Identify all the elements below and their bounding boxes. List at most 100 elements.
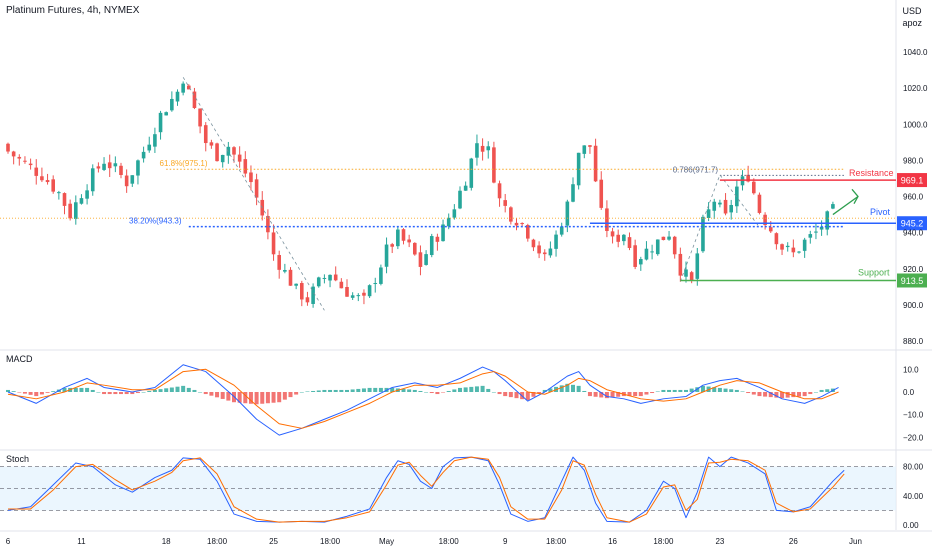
macd-histogram-bar xyxy=(587,392,592,397)
candle-body xyxy=(266,216,270,233)
macd-histogram-bar xyxy=(435,392,440,395)
candle-body xyxy=(220,154,225,163)
macd-histogram-bar xyxy=(299,392,304,393)
candle-body xyxy=(74,202,78,219)
candle-body xyxy=(802,239,807,251)
candle-body xyxy=(187,85,191,90)
macd-title: MACD xyxy=(6,354,33,364)
macd-histogram-bar xyxy=(418,390,423,392)
candle-body xyxy=(130,175,135,184)
macd-histogram-bar xyxy=(243,392,248,404)
macd-histogram-bar xyxy=(672,389,677,392)
macd-histogram-bar xyxy=(734,389,739,392)
macd-histogram-bar xyxy=(746,392,751,394)
candle-body xyxy=(90,168,95,192)
macd-histogram-bar xyxy=(175,386,180,392)
candle-body xyxy=(616,234,620,242)
candle-body xyxy=(593,145,598,182)
macd-histogram-bar xyxy=(610,392,615,398)
fib-786-label: 0.786(971.7) xyxy=(673,165,719,174)
macd-histogram-bar xyxy=(333,389,338,392)
candle-body xyxy=(328,274,332,281)
macd-histogram-bar xyxy=(328,389,333,392)
candle-body xyxy=(509,207,513,222)
candle-body xyxy=(825,211,830,230)
candle-body xyxy=(413,242,417,255)
macd-histogram-bar xyxy=(424,392,429,393)
macd-histogram-bar xyxy=(141,392,146,393)
candle-body xyxy=(175,91,180,102)
macd-histogram-bar xyxy=(791,392,796,398)
price-tick-label: 1020.0 xyxy=(903,84,928,93)
macd-histogram-bar xyxy=(474,386,479,392)
macd-histogram-bar xyxy=(73,387,78,392)
candle-body xyxy=(520,223,524,225)
signal-line xyxy=(7,368,839,429)
resistance-price-tag xyxy=(897,173,927,188)
candle-body xyxy=(6,143,10,152)
macd-histogram-bar xyxy=(780,392,785,399)
macd-histogram-bar xyxy=(102,392,107,395)
macd-line xyxy=(7,364,839,436)
candle-body xyxy=(627,237,632,248)
candle-body xyxy=(768,227,773,232)
candle-body xyxy=(791,247,796,253)
macd-histogram-bar xyxy=(350,389,355,392)
candle-body xyxy=(655,239,660,255)
candle-body xyxy=(362,292,366,296)
candle-body xyxy=(537,245,541,254)
macd-histogram-bar xyxy=(599,392,604,398)
macd-histogram-bar xyxy=(751,392,756,395)
candle-body xyxy=(68,203,72,219)
candle-body xyxy=(729,204,733,213)
macd-histogram-bar xyxy=(373,387,378,392)
candle-body xyxy=(650,251,654,253)
macd-panel[interactable] xyxy=(6,364,839,436)
scale-mode[interactable]: apoz xyxy=(902,18,922,28)
macd-histogram-bar xyxy=(62,387,67,392)
macd-histogram-bar xyxy=(113,392,118,395)
candle-body xyxy=(718,202,722,205)
candle-body xyxy=(107,162,112,169)
candle-body xyxy=(701,216,705,252)
candle-body xyxy=(350,295,355,298)
macd-tick-label: 0.0 xyxy=(903,388,915,397)
macd-histogram-bar xyxy=(757,392,762,397)
macd-histogram-bar xyxy=(135,392,140,394)
pivot-price-text: 945.2 xyxy=(901,219,924,229)
candle-body xyxy=(96,166,101,169)
candle-body xyxy=(379,267,383,284)
candle-body xyxy=(384,244,389,267)
macd-histogram-bar xyxy=(542,389,547,392)
macd-histogram-bar xyxy=(220,392,225,399)
macd-histogram-bar xyxy=(282,392,287,400)
candle-body xyxy=(28,163,33,166)
macd-histogram-bar xyxy=(158,389,163,392)
support-price-tag xyxy=(897,273,927,288)
pivot-price-tag xyxy=(897,216,927,231)
stoch-tick-label: 40.00 xyxy=(903,492,924,501)
pivot-label: Pivot xyxy=(870,207,891,217)
macd-histogram-bar xyxy=(248,392,253,404)
candle-body xyxy=(672,236,677,255)
macd-histogram-bar xyxy=(729,389,734,392)
macd-histogram-bar xyxy=(90,389,95,392)
price-tick-label: 960.0 xyxy=(903,193,924,202)
stoch-panel[interactable] xyxy=(0,456,896,523)
stoch-d-line xyxy=(8,456,845,523)
candle-body xyxy=(288,269,293,286)
macd-tick-label: −20.0 xyxy=(903,433,924,442)
price-panel[interactable]: 61.8%(975.1) 38.20%(943.3) 0.786(971.7) Res… xyxy=(0,77,896,311)
candle-body xyxy=(283,270,287,272)
macd-histogram-bar xyxy=(684,389,688,392)
candle-body xyxy=(469,158,474,188)
candle-body xyxy=(136,160,140,176)
macd-histogram-bar xyxy=(79,387,84,392)
candle-body xyxy=(243,159,248,174)
macd-histogram-bar xyxy=(717,387,722,392)
candle-body xyxy=(808,234,813,238)
time-tick-label: 18:00 xyxy=(653,537,674,546)
time-tick-label: 18:00 xyxy=(439,537,460,546)
macd-histogram-bar xyxy=(181,385,186,392)
